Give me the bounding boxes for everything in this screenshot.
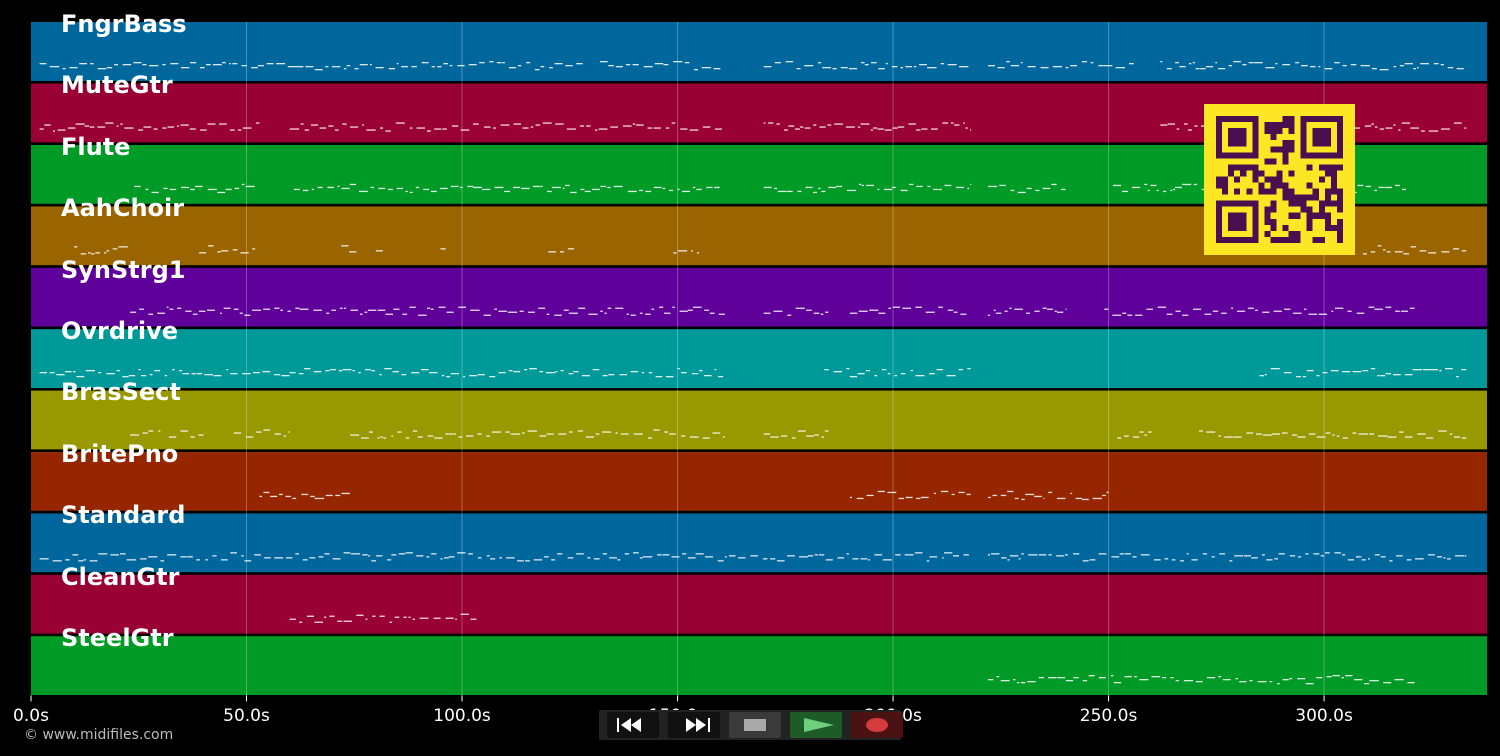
track-label-aahchoir: AahChoir — [61, 194, 185, 223]
track-label-fngrbass: FngrBass — [61, 10, 187, 38]
note-events-cleangtr — [289, 613, 477, 623]
note-events-standard — [39, 552, 1467, 562]
note-events-steelgtr — [987, 675, 1415, 685]
fast-forward-icon — [686, 718, 710, 732]
note-events-britepno — [259, 490, 1109, 501]
stop-icon — [744, 719, 766, 731]
track-band-britepno — [31, 451, 1487, 511]
track-label-britepno: BritePno — [61, 439, 179, 468]
track-band-cleangtr — [31, 574, 1487, 634]
track-label-steelgtr: SteelGtr — [61, 624, 174, 652]
track-label-synstrg1: SynStrg1 — [61, 255, 186, 284]
track-label-standard: Standard — [61, 501, 186, 530]
tick-label-0: 0.0s — [13, 706, 49, 726]
rewind-button[interactable] — [607, 712, 659, 738]
transport-controls — [599, 710, 903, 740]
track-band-synstrg1 — [31, 267, 1487, 327]
stop-button[interactable] — [729, 712, 781, 738]
track-band-standard — [31, 513, 1487, 573]
fast-forward-button[interactable] — [668, 712, 720, 738]
note-events-synstrg1 — [130, 306, 1415, 316]
track-label-brassect: BrasSect — [61, 378, 181, 407]
track-band-fngrbass — [31, 22, 1487, 81]
note-events-aahchoir — [74, 245, 1467, 255]
track-label-mutegtr: MuteGtr — [61, 71, 173, 100]
rewind-icon — [617, 718, 641, 732]
track-band-ovrdrive — [31, 329, 1487, 388]
record-icon — [866, 718, 888, 732]
tick-label-300: 300.0s — [1295, 706, 1353, 726]
note-events-fngrbass — [39, 61, 1464, 71]
track-label-cleangtr: CleanGtr — [61, 562, 180, 591]
play-button[interactable] — [790, 712, 842, 738]
note-events-flute — [134, 183, 1406, 194]
note-events-mutegtr — [39, 122, 1467, 132]
note-events-brassect — [130, 429, 1467, 439]
track-label-ovrdrive: Ovrdrive — [61, 317, 179, 345]
tick-label-250: 250.0s — [1079, 706, 1138, 726]
qr-code — [1204, 104, 1355, 255]
track-band-steelgtr — [31, 636, 1487, 695]
tick-label-100: 100.0s — [433, 706, 491, 726]
tick-label-50: 50.0s — [223, 706, 270, 726]
record-button[interactable] — [851, 712, 903, 738]
copyright-credit: © www.midifiles.com — [24, 727, 174, 743]
play-icon — [804, 718, 834, 732]
track-label-flute: Flute — [61, 132, 131, 161]
note-events-ovrdrive — [39, 368, 1467, 378]
track-band-brassect — [31, 390, 1487, 450]
